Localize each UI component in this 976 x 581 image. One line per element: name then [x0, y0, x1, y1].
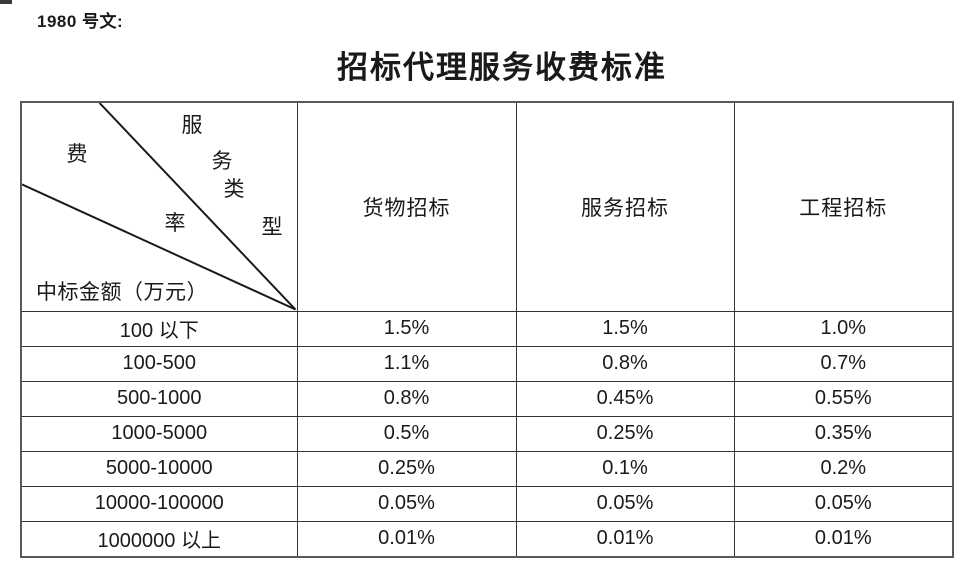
fee-value-cell: 0.45% — [515, 380, 735, 417]
fee-value-cell: 0.7% — [733, 345, 954, 382]
table-row: 10000-100000 0.05% 0.05% 0.05% — [20, 485, 954, 522]
fee-value-cell: 0.35% — [733, 415, 954, 452]
row-label: 10000-100000 — [20, 485, 298, 522]
fee-value-cell: 0.05% — [296, 485, 517, 522]
service-type-char: 务 — [211, 149, 233, 173]
table-row: 1000000 以上 0.01% 0.01% 0.01% — [20, 520, 954, 558]
service-type-char: 类 — [223, 177, 245, 201]
fee-value-cell: 0.25% — [296, 450, 517, 487]
fee-value-cell: 0.5% — [296, 415, 517, 452]
fee-value-cell: 0.01% — [515, 520, 735, 558]
fee-value-cell: 1.1% — [296, 345, 517, 382]
fee-value-cell: 0.05% — [515, 485, 735, 522]
fee-value-cell: 1.0% — [733, 310, 954, 347]
row-label: 5000-10000 — [20, 450, 298, 487]
table-row: 500-1000 0.8% 0.45% 0.55% — [20, 380, 954, 417]
service-type-char: 型 — [261, 215, 283, 239]
table-row: 100 以下 1.5% 1.5% 1.0% — [20, 310, 954, 347]
fee-value-cell: 0.55% — [733, 380, 954, 417]
amount-axis-label: 中标金额（万元） — [36, 280, 208, 304]
fee-rate-char: 费 — [66, 142, 88, 166]
fee-rate-char: 率 — [164, 211, 186, 235]
row-label: 1000000 以上 — [20, 520, 298, 558]
table-header-row: 服 务 类 型 费 率 中标金额（万元） 货物招标 服务招标 工程招标 — [20, 101, 954, 312]
column-header-goods: 货物招标 — [296, 101, 517, 312]
screen-edge-artifact — [0, 0, 12, 4]
doc-reference-number: 1980 号文: — [37, 12, 124, 31]
page-title: 招标代理服务收费标准 — [337, 50, 667, 85]
column-header-service: 服务招标 — [515, 101, 735, 312]
table-row: 1000-5000 0.5% 0.25% 0.35% — [20, 415, 954, 452]
column-header-project: 工程招标 — [733, 101, 954, 312]
fee-value-cell: 0.25% — [515, 415, 735, 452]
table-row: 5000-10000 0.25% 0.1% 0.2% — [20, 450, 954, 487]
fee-value-cell: 0.2% — [733, 450, 954, 487]
fee-value-cell: 1.5% — [515, 310, 735, 347]
row-label: 500-1000 — [20, 380, 298, 417]
row-label: 100 以下 — [20, 310, 298, 347]
fee-value-cell: 0.05% — [733, 485, 954, 522]
diagonal-divider-lines — [22, 103, 297, 311]
row-label: 1000-5000 — [20, 415, 298, 452]
fee-value-cell: 0.8% — [296, 380, 517, 417]
diagonal-split-header-cell: 服 务 类 型 费 率 中标金额（万元） — [20, 101, 298, 312]
fee-value-cell: 0.8% — [515, 345, 735, 382]
fee-value-cell: 0.01% — [733, 520, 954, 558]
fee-value-cell: 0.01% — [296, 520, 517, 558]
service-type-char: 服 — [181, 113, 203, 137]
fee-standard-table: 服 务 类 型 费 率 中标金额（万元） 货物招标 服务招标 工程招标 100 … — [20, 101, 954, 558]
table-row: 100-500 1.1% 0.8% 0.7% — [20, 345, 954, 382]
row-label: 100-500 — [20, 345, 298, 382]
fee-value-cell: 1.5% — [296, 310, 517, 347]
fee-value-cell: 0.1% — [515, 450, 735, 487]
